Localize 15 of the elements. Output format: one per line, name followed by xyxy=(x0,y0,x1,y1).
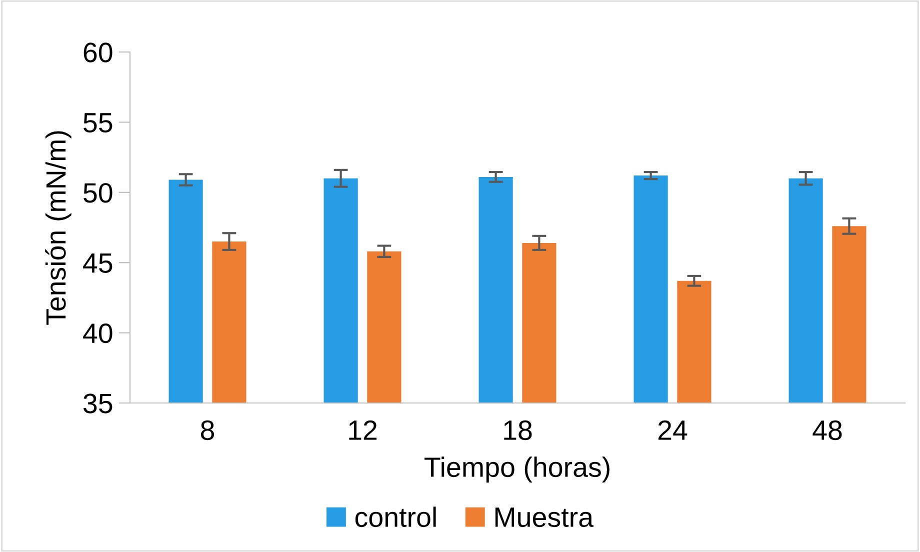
y-tick-label: 40 xyxy=(83,323,112,344)
x-tick-label: 48 xyxy=(812,420,842,440)
x-tick-label: 24 xyxy=(658,420,688,440)
legend-label: Muestra xyxy=(495,508,594,528)
y-tick-label: 55 xyxy=(84,113,112,133)
y-tick-label: 45 xyxy=(83,254,112,273)
y-tick-label: 35 xyxy=(84,394,112,414)
y-tick-label: 50 xyxy=(84,183,112,203)
y-tick-label: 60 xyxy=(84,42,112,62)
y-axis-title: Tensión (mN/m) xyxy=(45,131,72,325)
x-axis-title: Tiempo (horas) xyxy=(424,456,610,483)
x-tick-label: 18 xyxy=(504,420,532,440)
legend-label: control xyxy=(355,506,436,528)
x-tick-label: 8 xyxy=(200,420,214,440)
x-tick-label: 12 xyxy=(349,420,377,440)
